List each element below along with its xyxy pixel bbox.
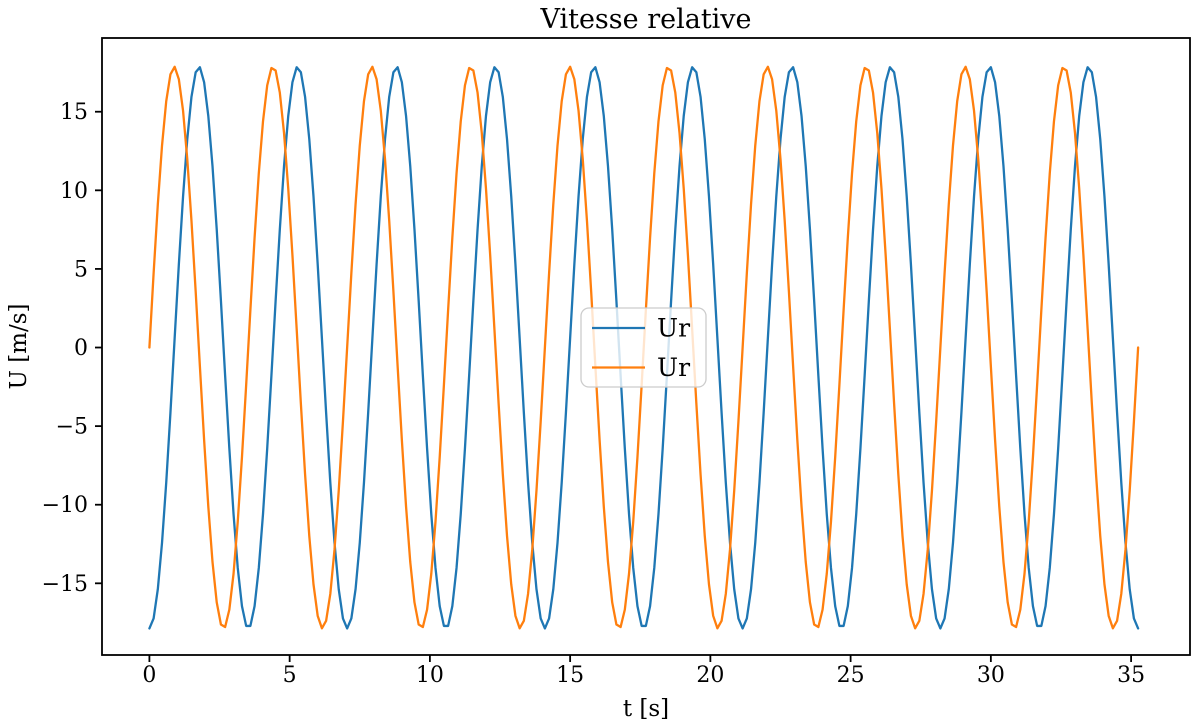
x-tick-label: 25	[837, 663, 865, 688]
y-tick-label: 0	[74, 336, 88, 361]
x-tick-label: 35	[1117, 663, 1145, 688]
axes-layer: 0 5 10 15 20 25 30 35 −15 −10 −5 0 5 10 15	[42, 37, 1191, 688]
x-tick-label: 30	[977, 663, 1005, 688]
x-tick-label: 15	[556, 663, 584, 688]
x-tick-label: 10	[416, 663, 444, 688]
legend-label-1: Ur	[657, 353, 690, 382]
x-tick-label: 5	[283, 663, 297, 688]
x-axis-label: t [s]	[623, 696, 669, 722]
y-tick-label: 5	[74, 257, 88, 282]
y-tick-label: 15	[60, 100, 88, 125]
legend-label-0: Ur	[657, 314, 690, 343]
x-tick-label: 0	[142, 663, 156, 688]
series-line-0	[148, 66, 1140, 630]
y-tick-label: −15	[42, 572, 88, 597]
y-axis-label: U [m/s]	[6, 303, 32, 389]
axes-frame	[101, 37, 1191, 656]
x-tick-label: 20	[696, 663, 724, 688]
y-tick-label: 10	[60, 179, 88, 204]
y-tick-label: −5	[56, 415, 88, 440]
legend: Ur Ur	[580, 307, 707, 388]
y-tick-label: −10	[42, 493, 88, 518]
chart-title: Vitesse relative	[539, 4, 751, 35]
